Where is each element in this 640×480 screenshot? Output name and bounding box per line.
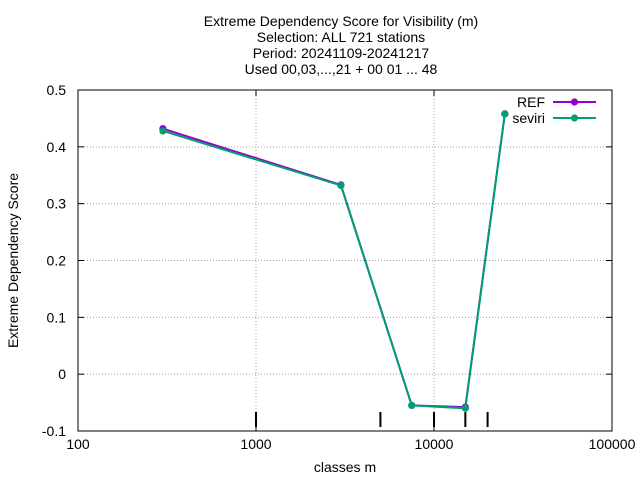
- title-line: Extreme Dependency Score for Visibility …: [204, 13, 478, 29]
- x-tick-label: 10000: [415, 436, 454, 452]
- chart-title: Extreme Dependency Score for Visibility …: [204, 13, 478, 77]
- x-tick-label: 1000: [240, 436, 271, 452]
- data-point-seviri: [408, 401, 416, 410]
- y-tick-label: 0.4: [47, 139, 67, 155]
- y-tick-label: 0.2: [47, 253, 67, 269]
- series: [159, 110, 509, 412]
- x-tick-label: 100: [66, 436, 90, 452]
- data-point-seviri: [501, 110, 509, 118]
- y-axis-label: Extreme Dependency Score: [5, 173, 21, 348]
- y-axis-ticks: -0.1 0 0.1 0.2 0.3 0.4 0.5: [42, 82, 612, 439]
- y-tick-label: 0.5: [47, 82, 67, 98]
- legend-label: seviri: [512, 110, 545, 126]
- legend-marker: [570, 114, 579, 122]
- title-line: Used 00,03,...,21 + 00 01 ... 48: [245, 61, 438, 77]
- x-axis-label: classes m: [314, 459, 376, 475]
- x-tick-label: 100000: [589, 436, 636, 452]
- data-point-seviri: [461, 404, 469, 412]
- series-line-seviri: [162, 113, 506, 410]
- data-point-seviri: [337, 181, 345, 190]
- y-tick-label: 0: [58, 366, 66, 382]
- y-tick-label: -0.1: [42, 423, 66, 439]
- legend-label: REF: [517, 94, 545, 110]
- x-axis-ticks: 100 1000 10000 100000: [66, 90, 636, 452]
- title-line: Selection: ALL 721 stations: [257, 29, 425, 45]
- title-line: Period: 20241109-20241217: [253, 45, 430, 61]
- class-markers: [255, 412, 489, 427]
- y-tick-label: 0.3: [47, 196, 67, 212]
- y-tick-label: 0.1: [47, 309, 67, 325]
- grid: [78, 90, 612, 431]
- legend-marker: [570, 98, 579, 106]
- plot-frame: [77, 89, 613, 432]
- data-point-seviri: [159, 127, 167, 135]
